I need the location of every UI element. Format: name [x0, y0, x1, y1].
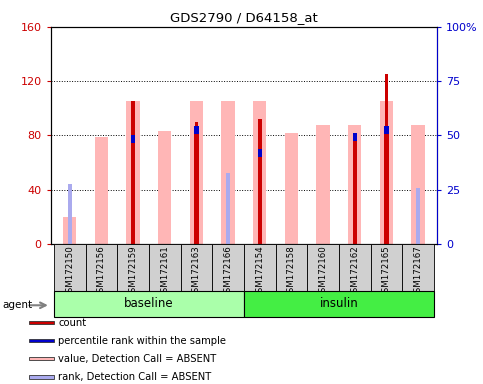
- Title: GDS2790 / D64158_at: GDS2790 / D64158_at: [170, 11, 318, 24]
- Bar: [258, 119, 262, 244]
- Bar: [402, 244, 434, 292]
- Bar: [244, 291, 434, 317]
- Bar: [316, 124, 330, 244]
- Bar: [370, 244, 402, 292]
- Bar: [127, 101, 140, 244]
- Bar: [221, 101, 235, 244]
- Bar: [416, 188, 420, 244]
- Bar: [29, 375, 54, 379]
- Text: GSM172158: GSM172158: [287, 245, 296, 298]
- Text: GSM172161: GSM172161: [160, 245, 169, 298]
- Bar: [131, 101, 135, 244]
- Text: count: count: [58, 318, 86, 328]
- Text: GSM172159: GSM172159: [128, 245, 138, 298]
- Bar: [226, 173, 230, 244]
- Bar: [68, 184, 72, 244]
- Bar: [190, 101, 203, 244]
- Bar: [131, 136, 135, 244]
- Bar: [285, 132, 298, 244]
- Bar: [384, 134, 389, 244]
- Bar: [95, 137, 108, 244]
- Bar: [244, 244, 276, 292]
- Text: rank, Detection Call = ABSENT: rank, Detection Call = ABSENT: [58, 372, 212, 382]
- Bar: [307, 244, 339, 292]
- Text: GSM172167: GSM172167: [413, 245, 423, 298]
- Bar: [353, 139, 356, 244]
- Text: GSM172150: GSM172150: [65, 245, 74, 298]
- Text: GSM172162: GSM172162: [350, 245, 359, 298]
- Bar: [131, 144, 135, 244]
- Text: percentile rank within the sample: percentile rank within the sample: [58, 336, 226, 346]
- Bar: [149, 244, 181, 292]
- Bar: [63, 217, 76, 244]
- Text: GSM172160: GSM172160: [319, 245, 327, 298]
- Bar: [353, 132, 357, 244]
- Bar: [195, 122, 199, 244]
- Bar: [29, 321, 54, 324]
- Text: GSM172154: GSM172154: [255, 245, 264, 298]
- Bar: [194, 134, 199, 244]
- Bar: [257, 157, 262, 244]
- Text: baseline: baseline: [124, 297, 174, 310]
- Text: value, Detection Call = ABSENT: value, Detection Call = ABSENT: [58, 354, 216, 364]
- Bar: [54, 291, 244, 317]
- Text: GSM172166: GSM172166: [224, 245, 233, 298]
- Text: GSM172165: GSM172165: [382, 245, 391, 298]
- Bar: [276, 244, 307, 292]
- Bar: [384, 126, 389, 244]
- Bar: [253, 101, 267, 244]
- Bar: [85, 244, 117, 292]
- Bar: [412, 124, 425, 244]
- Bar: [29, 339, 54, 343]
- Bar: [348, 124, 361, 244]
- Text: GSM172156: GSM172156: [97, 245, 106, 298]
- Bar: [29, 357, 54, 361]
- Text: GSM172163: GSM172163: [192, 245, 201, 298]
- Text: agent: agent: [2, 300, 32, 310]
- Bar: [257, 149, 262, 244]
- Bar: [158, 131, 171, 244]
- Bar: [339, 244, 370, 292]
- Bar: [353, 141, 357, 244]
- Bar: [194, 126, 199, 244]
- Text: insulin: insulin: [320, 297, 358, 310]
- Bar: [380, 101, 393, 244]
- Bar: [181, 244, 212, 292]
- Bar: [54, 244, 85, 292]
- Bar: [384, 74, 388, 244]
- Bar: [212, 244, 244, 292]
- Bar: [117, 244, 149, 292]
